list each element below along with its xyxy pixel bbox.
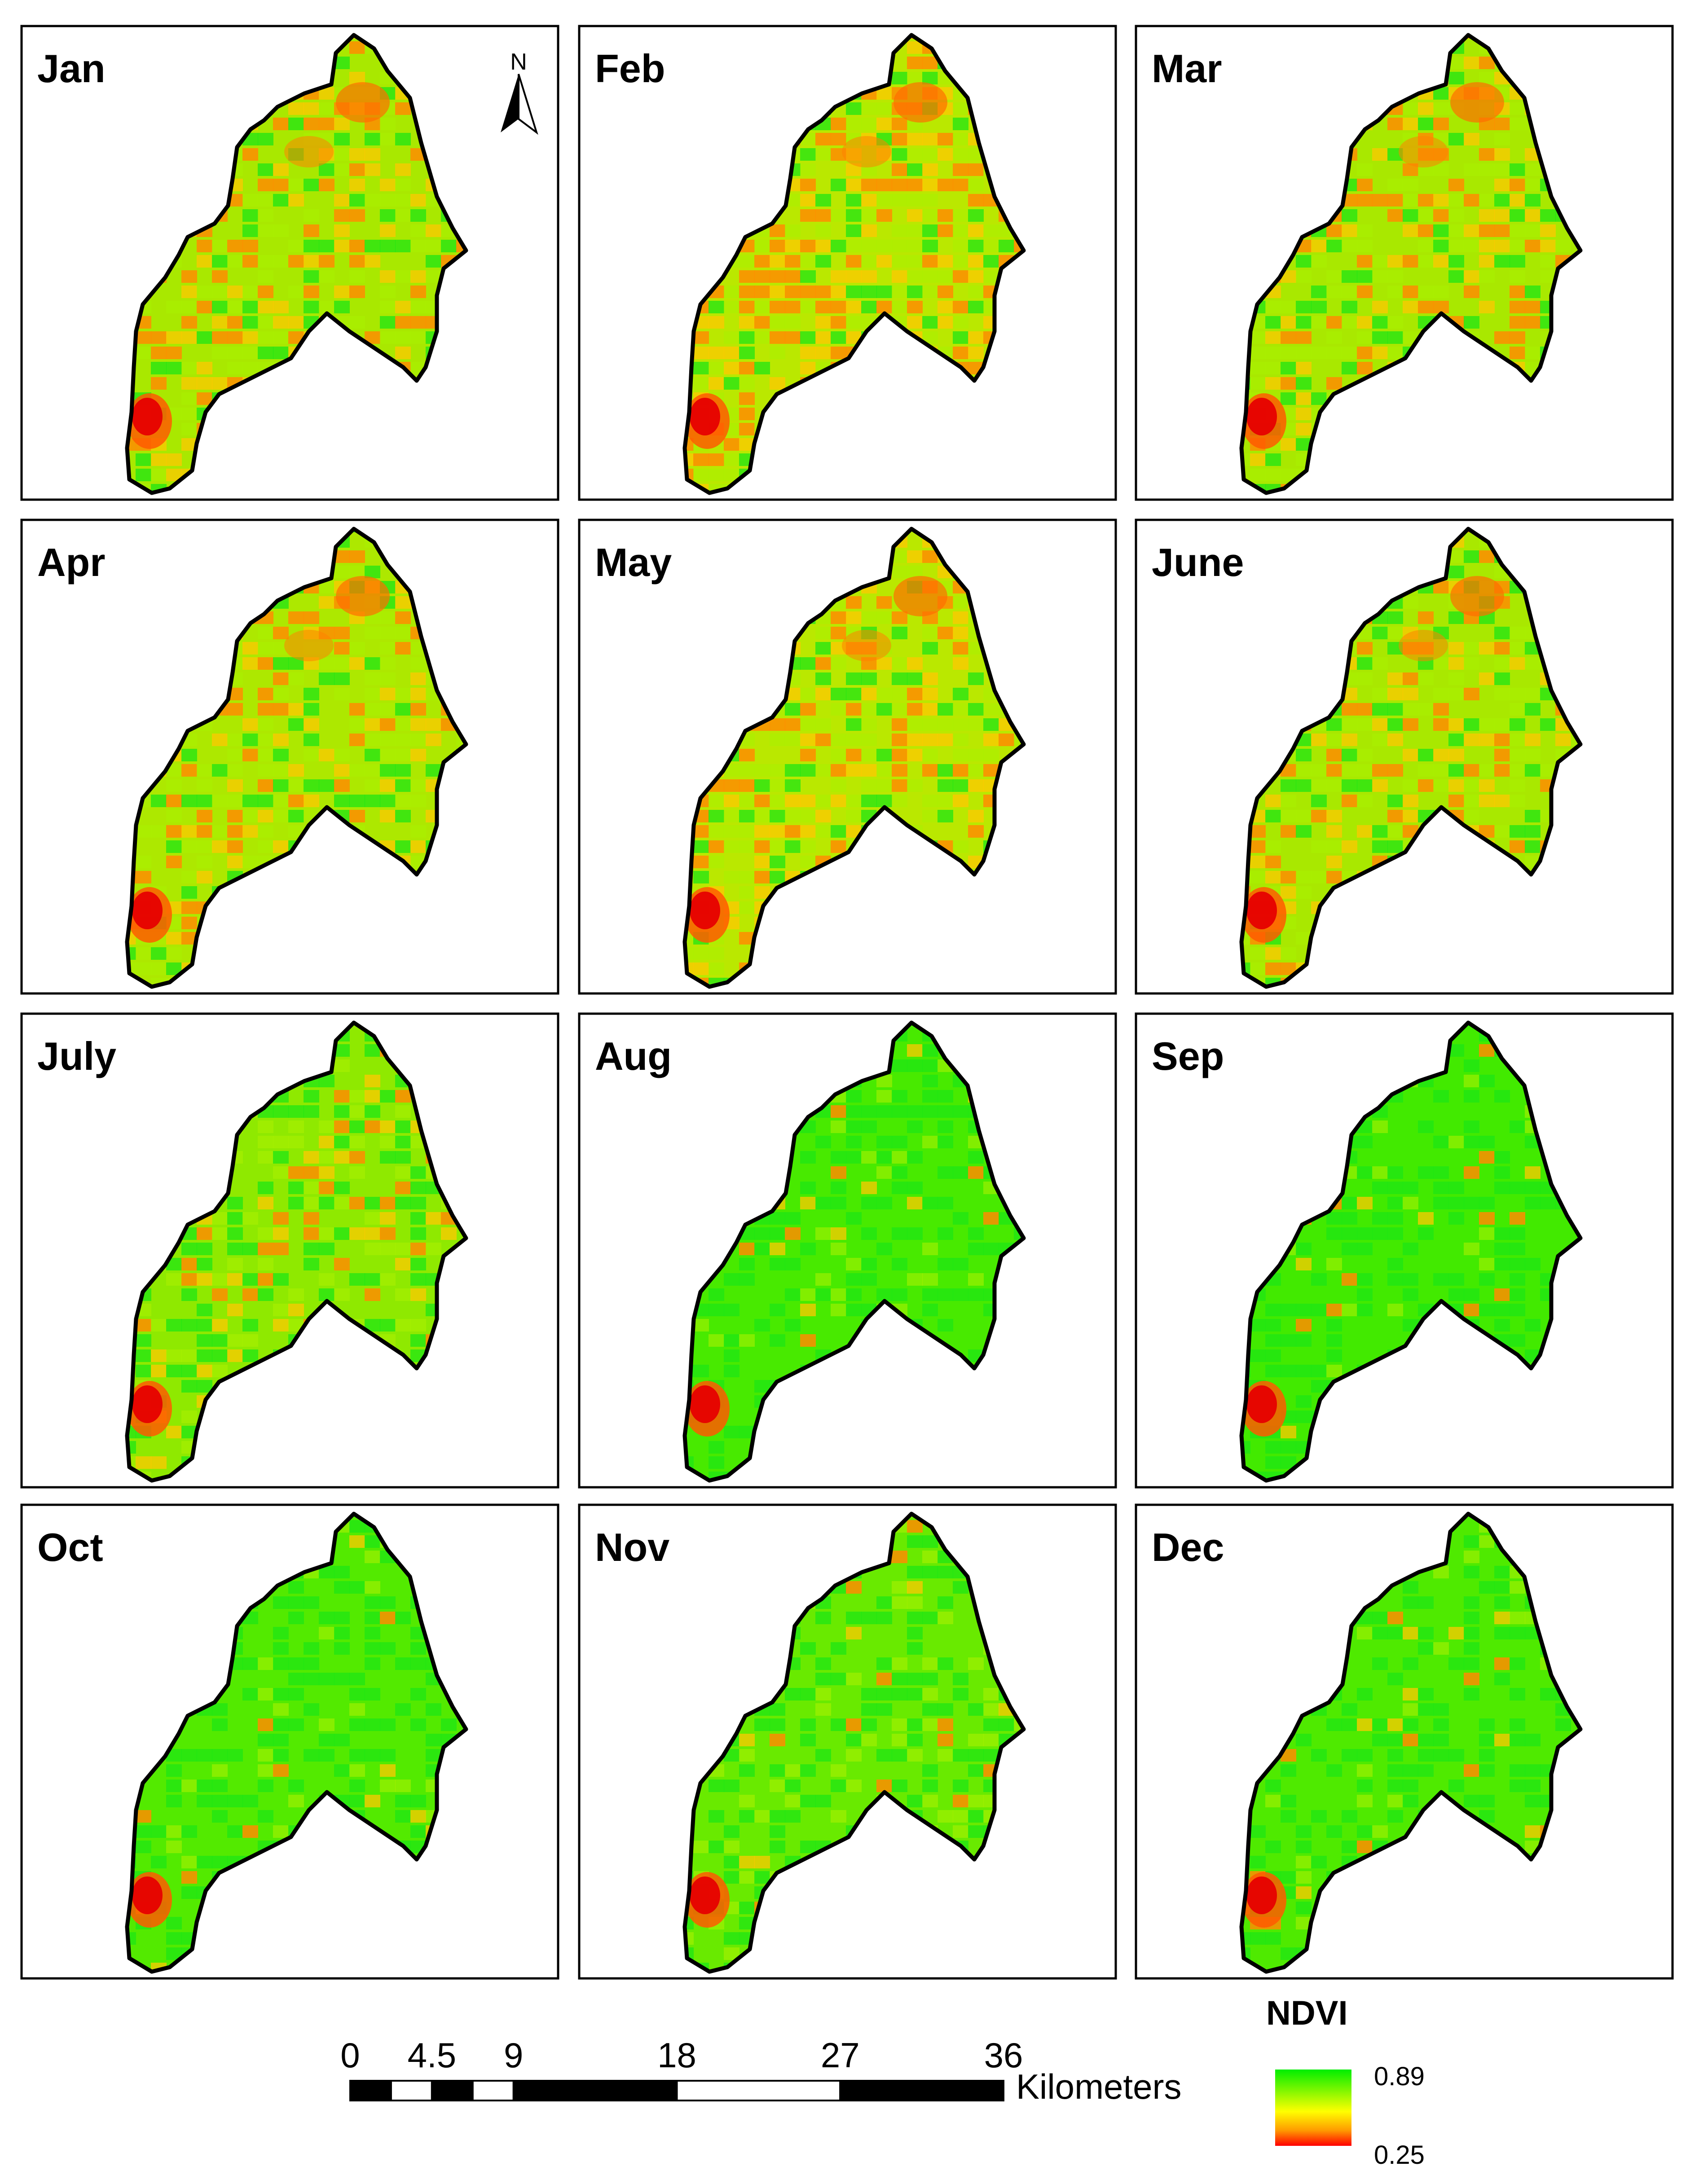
watershed-boundary (682, 33, 1026, 495)
ndvi-legend: NDVI 0.89 0.25 (1266, 1994, 1425, 2170)
map-panel-dec: Dec (1135, 1503, 1674, 1980)
scale-bar-segment (349, 2080, 392, 2101)
scale-bar-tick-label: 0 (340, 2035, 360, 2075)
scale-bar-tick-label: 9 (504, 2035, 523, 2075)
map-panel-mar: Mar (1135, 25, 1674, 501)
north-arrow-icon: N (501, 49, 538, 135)
panel-month-label: May (595, 540, 672, 584)
map-panel-oct: Oct (20, 1503, 559, 1980)
watershed-boundary (1239, 1512, 1583, 1974)
watershed-boundary (682, 1512, 1026, 1974)
scale-bar-unit: Kilometers (1016, 2067, 1181, 2106)
watershed-boundary (682, 1020, 1026, 1483)
scale-bar-segment (431, 2080, 474, 2101)
scale-bar-tick-label: 36 (984, 2035, 1023, 2075)
legend-title: NDVI (1266, 1994, 1348, 2032)
scale-bar-segment (676, 2080, 841, 2101)
panel-month-label: Dec (1152, 1525, 1224, 1569)
watershed-boundary (125, 527, 468, 989)
watershed-boundary (125, 1512, 468, 1974)
map-panel-jan: Jan (20, 25, 559, 501)
map-panel-apr: Apr (20, 519, 559, 995)
watershed-boundary (125, 1020, 468, 1483)
map-panel-aug: Aug (578, 1012, 1117, 1489)
map-panel-nov: Nov (578, 1503, 1117, 1980)
map-panels: Jan Feb Mar Apr May June July Aug Sep Oct Nov Dec (20, 25, 1674, 1980)
map-panel-feb: Feb (578, 25, 1117, 501)
map-panel-july: July (20, 1012, 559, 1489)
scale-bar-tick-label: 27 (821, 2035, 860, 2075)
legend-max-label: 0.89 (1374, 2062, 1425, 2091)
watershed-boundary (1239, 33, 1583, 495)
scale-bar-segment (471, 2080, 515, 2101)
scale-bar-tick-label: 4.5 (408, 2035, 456, 2075)
watershed-boundary (1239, 1020, 1583, 1483)
watershed-boundary (125, 33, 468, 495)
panel-month-label: Sep (1152, 1034, 1224, 1078)
panel-month-label: Oct (37, 1525, 103, 1569)
scale-bar-segment (512, 2080, 678, 2101)
panel-month-label: Jan (37, 46, 106, 91)
panel-month-label: July (37, 1034, 116, 1078)
panel-month-label: Mar (1152, 46, 1222, 91)
watershed-boundary (1239, 527, 1583, 989)
map-panel-june: June (1135, 519, 1674, 995)
scale-bar-segment (390, 2080, 433, 2101)
panel-month-label: Nov (595, 1525, 669, 1569)
map-panel-may: May (578, 519, 1117, 995)
north-arrow-label: N (510, 49, 527, 75)
panel-month-label: Apr (37, 540, 106, 584)
panel-month-label: June (1152, 540, 1244, 584)
scale-bar-segment (839, 2080, 1004, 2101)
watershed-boundary (682, 527, 1026, 989)
panel-month-label: Feb (595, 46, 665, 91)
scale-bar-tick-label: 18 (657, 2035, 696, 2075)
legend-color-ramp (1275, 2070, 1351, 2146)
panel-month-label: Aug (595, 1034, 672, 1078)
legend-min-label: 0.25 (1374, 2140, 1425, 2170)
map-panel-sep: Sep (1135, 1012, 1674, 1489)
